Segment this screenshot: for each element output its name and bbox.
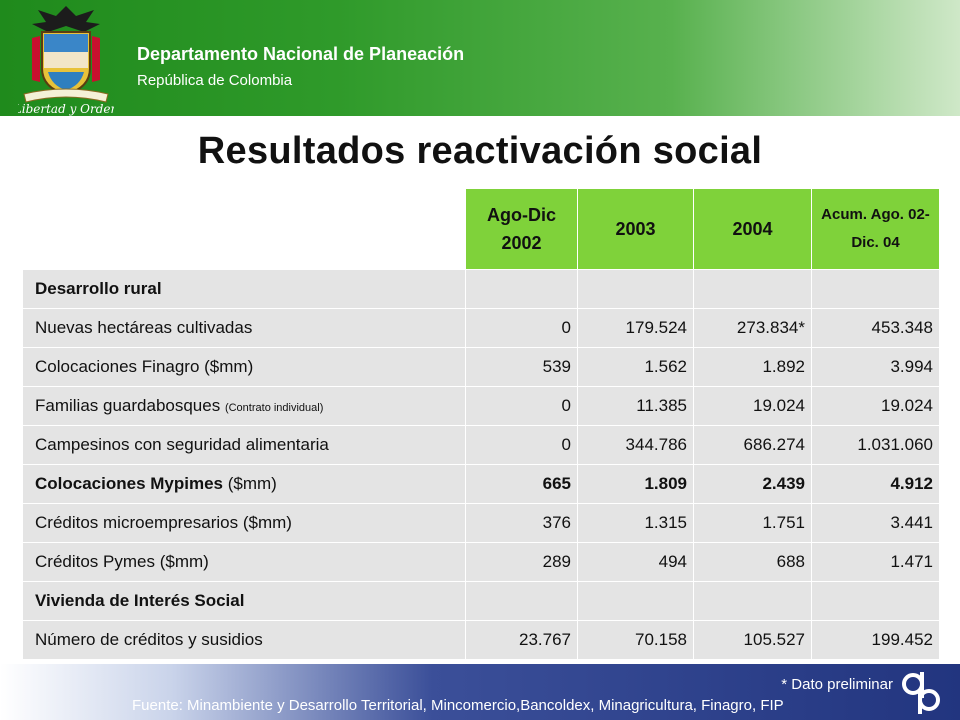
table-cell: 376 [465,503,578,543]
table-cell: 0 [465,386,578,426]
column-header: 2003 [577,188,694,270]
table-cell: 1.562 [577,347,694,387]
table-cell: 4.912 [811,464,940,504]
row-label: Créditos Pymes ($mm) [22,542,466,582]
table-header-blank [22,188,466,270]
table-cell [465,269,578,309]
org-subtitle: República de Colombia [137,72,293,89]
row-label: Familias guardabosques [35,396,221,415]
table-cell: 23.767 [465,620,578,660]
footer-bar [0,664,960,720]
table-row: Créditos microempresarios ($mm) 376 1.31… [22,503,940,543]
row-label-suffix: ($mm) [223,474,277,493]
table-cell [811,269,940,309]
table-row-category: Desarrollo rural [22,269,940,309]
table-header-row: Ago-Dic 2002 2003 2004 Acum. Ago. 02- Di… [22,188,940,270]
org-name: Departamento Nacional de Planeación [137,44,465,64]
table-cell [577,581,694,621]
table-cell: 273.834* [693,308,812,348]
row-label: Vivienda de Interés Social [22,581,466,621]
column-header: Acum. Ago. 02- Dic. 04 [811,188,940,270]
table-row: Campesinos con seguridad alimentaria 0 3… [22,425,940,465]
column-header: Ago-Dic 2002 [465,188,578,270]
dnp-logo-icon [902,672,940,714]
table-cell: 19.024 [811,386,940,426]
table-cell [693,269,812,309]
table-cell: 665 [465,464,578,504]
table-cell [811,581,940,621]
table-cell: 3.441 [811,503,940,543]
table-cell: 289 [465,542,578,582]
header-banner: Libertad y Orden Departamento Nacional d… [0,0,960,116]
table-cell: 0 [465,425,578,465]
table-cell: 688 [693,542,812,582]
table-cell: 453.348 [811,308,940,348]
footnote: * Dato preliminar [781,676,893,693]
page-title: Resultados reactivación social [197,130,763,172]
row-label: Colocaciones Finagro ($mm) [22,347,466,387]
table-cell: 2.439 [693,464,812,504]
seal-motto: Libertad y Orden [18,102,114,116]
row-label-cell: Colocaciones Mypimes ($mm) [22,464,466,504]
table-cell: 1.315 [577,503,694,543]
table-cell: 199.452 [811,620,940,660]
table-cell [693,581,812,621]
table-cell: 686.274 [693,425,812,465]
table-cell: 11.385 [577,386,694,426]
table-cell: 3.994 [811,347,940,387]
table-row: Créditos Pymes ($mm) 289 494 688 1.471 [22,542,940,582]
table-cell: 1.809 [577,464,694,504]
table-row: Colocaciones Mypimes ($mm) 665 1.809 2.4… [22,464,940,504]
table-cell: 1.471 [811,542,940,582]
table-cell: 494 [577,542,694,582]
table-cell: 0 [465,308,578,348]
source-text: Fuente: Minambiente y Desarrollo Territo… [132,697,784,714]
table-cell: 1.751 [693,503,812,543]
row-label: Colocaciones Mypimes [35,474,224,493]
table-row-category: Vivienda de Interés Social [22,581,940,621]
table-cell: 539 [465,347,578,387]
table-cell [465,581,578,621]
column-header: 2004 [693,188,812,270]
table-cell: 105.527 [693,620,812,660]
table-cell: 70.158 [577,620,694,660]
table-row: Colocaciones Finagro ($mm) 539 1.562 1.8… [22,347,940,387]
table-row: Número de créditos y susidios 23.767 70.… [22,620,940,660]
table-row: Nuevas hectáreas cultivadas 0 179.524 27… [22,308,940,348]
row-label: Número de créditos y susidios [22,620,466,660]
table-cell [577,269,694,309]
table-cell: 344.786 [577,425,694,465]
table-cell: 1.892 [693,347,812,387]
table-cell: 19.024 [693,386,812,426]
results-table: Ago-Dic 2002 2003 2004 Acum. Ago. 02- Di… [22,188,940,660]
row-label-cell: Familias guardabosques (Contrato individ… [22,386,466,426]
table-row: Familias guardabosques (Contrato individ… [22,386,940,426]
row-label: Campesinos con seguridad alimentaria [22,425,466,465]
table-cell: 179.524 [577,308,694,348]
colombia-coat-of-arms-icon: Libertad y Orden [18,6,114,116]
row-label: Nuevas hectáreas cultivadas [22,308,466,348]
row-label: Créditos microempresarios ($mm) [22,503,466,543]
row-label-note: (Contrato individual) [224,402,324,414]
table-cell: 1.031.060 [811,425,940,465]
row-label: Desarrollo rural [22,269,466,309]
